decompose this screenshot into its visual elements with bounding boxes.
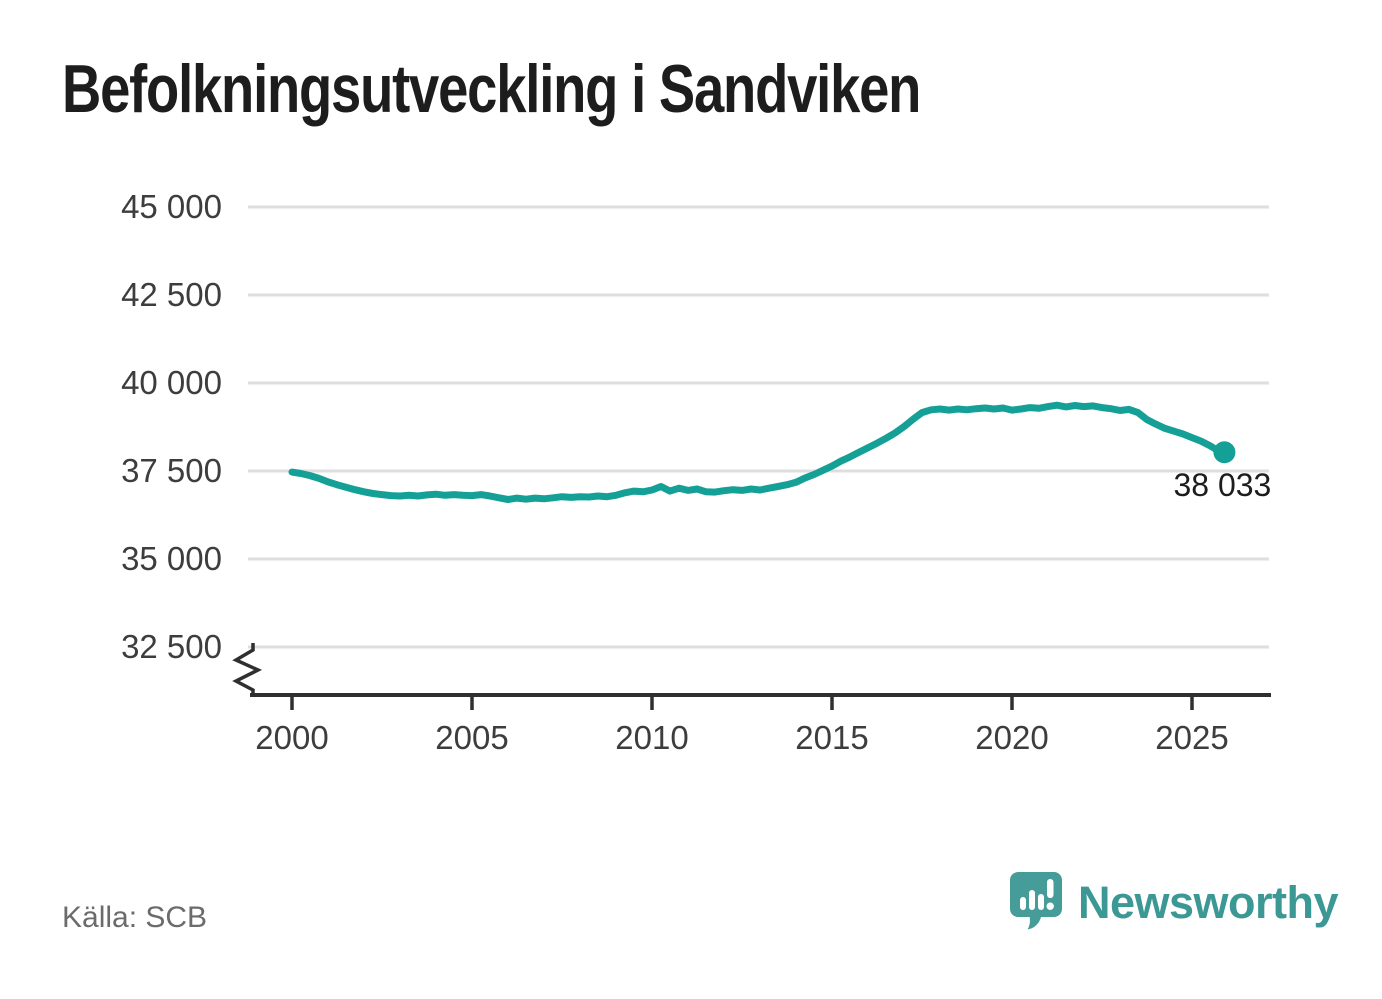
- x-tick-label: 2000: [255, 719, 329, 756]
- chart-title: Befolkningsutveckling i Sandviken: [62, 51, 921, 127]
- y-tick-label: 35 000: [121, 540, 222, 577]
- newsworthy-logo-icon: [1008, 870, 1064, 937]
- x-tick-label: 2025: [1155, 719, 1229, 756]
- x-tick-label: 2015: [795, 719, 869, 756]
- x-tick-label: 2020: [975, 719, 1049, 756]
- source-label: Källa: SCB: [62, 901, 208, 934]
- x-tick-label: 2005: [435, 719, 509, 756]
- x-tick-label: 2010: [615, 719, 689, 756]
- y-tick-label: 40 000: [121, 364, 222, 401]
- y-tick-label: 37 500: [121, 452, 222, 489]
- y-tick-label: 42 500: [121, 276, 222, 313]
- y-tick-label: 32 500: [121, 628, 222, 665]
- newsworthy-wordmark: Newsworthy: [1078, 877, 1339, 928]
- end-value-label: 38 033: [1173, 467, 1272, 504]
- y-tick-label: 45 000: [121, 188, 222, 225]
- newsworthy-logo: Newsworthy: [1008, 870, 1339, 937]
